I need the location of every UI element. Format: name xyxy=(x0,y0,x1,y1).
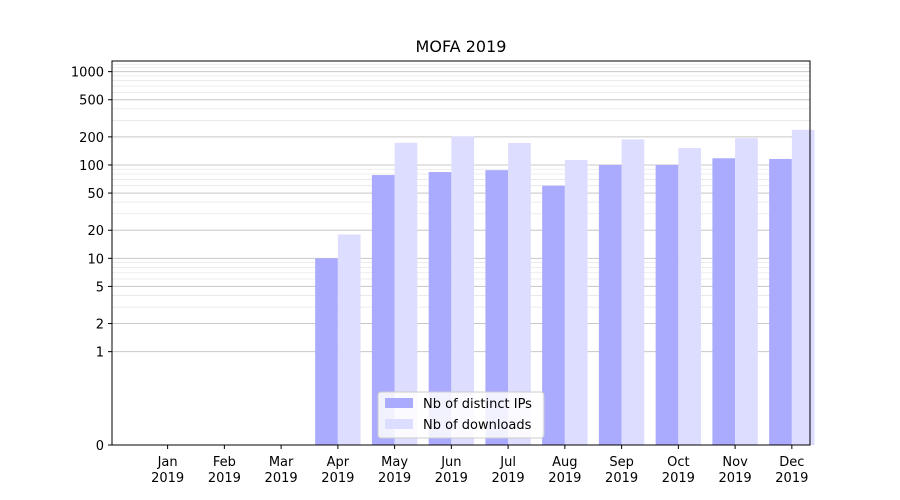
y-tick-label: 100 xyxy=(79,159,104,174)
x-tick-label-year: 2019 xyxy=(775,471,808,486)
x-tick-label-year: 2019 xyxy=(492,471,525,486)
x-tick-label-month: Sep xyxy=(609,455,634,470)
x-tick-label-month: Mar xyxy=(269,455,294,470)
bar-downloads xyxy=(621,139,645,445)
x-axis: Jan2019Feb2019Mar2019Apr2019May2019Jun20… xyxy=(151,445,808,486)
bar-downloads xyxy=(508,142,531,445)
legend-swatch xyxy=(385,398,413,408)
x-tick-label-month: Apr xyxy=(327,455,350,470)
x-tick-label-year: 2019 xyxy=(208,471,241,486)
y-axis: 0 1 2 5 10 20 50 100 200 500 1000 xyxy=(71,66,112,454)
x-tick-label-year: 2019 xyxy=(151,471,184,486)
x-tick-label-year: 2019 xyxy=(719,471,752,486)
x-tick-label-month: Jul xyxy=(499,455,516,470)
bar-downloads xyxy=(337,234,361,445)
chart-title: MOFA 2019 xyxy=(416,37,507,56)
x-tick-label-month: Nov xyxy=(722,455,748,470)
legend-label: Nb of distinct IPs xyxy=(423,397,532,412)
bar-downloads xyxy=(564,160,588,446)
y-tick-label: 10 xyxy=(87,252,104,267)
x-tick-label-year: 2019 xyxy=(605,471,638,486)
y-tick-label: 50 xyxy=(87,187,104,202)
legend: Nb of distinct IPs Nb of downloads xyxy=(377,391,545,439)
bar-distinct-ips xyxy=(769,158,792,445)
y-tick-label: 2 xyxy=(96,318,104,333)
bar-distinct-ips xyxy=(542,185,565,445)
y-tick-label: 500 xyxy=(79,94,104,109)
y-tick-label: 1 xyxy=(96,346,104,361)
bar-distinct-ips xyxy=(655,164,679,446)
bars xyxy=(315,129,815,446)
legend-swatch xyxy=(385,419,413,429)
x-tick-label-year: 2019 xyxy=(662,471,695,486)
bar-downloads xyxy=(678,148,702,445)
y-tick-label: 0 xyxy=(96,439,104,454)
legend-box xyxy=(377,391,545,439)
bar-downloads xyxy=(451,136,475,446)
legend-label: Nb of downloads xyxy=(423,418,532,433)
y-tick-label: 20 xyxy=(87,224,104,239)
bar-distinct-ips xyxy=(712,158,736,445)
bar-downloads xyxy=(791,129,815,445)
y-tick-label: 1000 xyxy=(71,66,104,81)
plot-frame xyxy=(111,60,811,446)
x-tick-label-month: Dec xyxy=(779,455,804,470)
x-tick-label-year: 2019 xyxy=(548,471,581,486)
bar-distinct-ips xyxy=(485,170,509,445)
bar-distinct-ips xyxy=(315,258,338,445)
bar-distinct-ips xyxy=(598,164,622,446)
x-tick-label-month: May xyxy=(381,455,408,470)
bar-downloads xyxy=(394,142,418,446)
x-tick-label-year: 2019 xyxy=(435,471,468,486)
bar-distinct-ips xyxy=(428,172,452,445)
x-tick-label-month: Feb xyxy=(213,455,236,470)
bar-distinct-ips xyxy=(371,175,395,445)
x-tick-label-month: Jun xyxy=(440,455,461,470)
x-tick-label-year: 2019 xyxy=(378,471,411,486)
x-tick-label-month: Jan xyxy=(157,455,178,470)
y-tick-label: 5 xyxy=(96,280,104,295)
x-tick-label-month: Oct xyxy=(667,455,689,470)
x-tick-label-year: 2019 xyxy=(265,471,298,486)
y-tick-label: 200 xyxy=(79,131,104,146)
x-tick-label-month: Aug xyxy=(552,455,577,470)
x-tick-label-year: 2019 xyxy=(321,471,354,486)
bar-downloads xyxy=(735,138,758,445)
